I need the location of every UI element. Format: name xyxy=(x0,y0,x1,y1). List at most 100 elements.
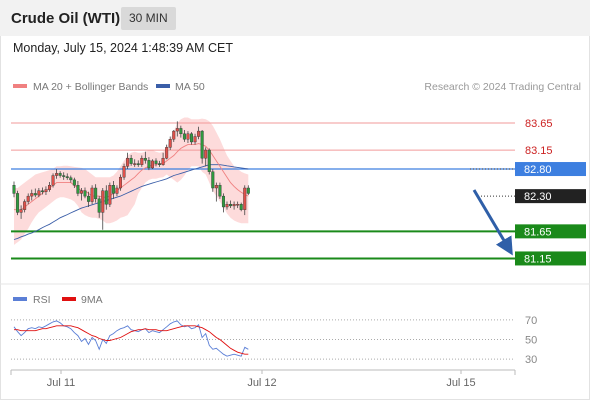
candle xyxy=(101,188,105,230)
candle xyxy=(214,182,218,202)
candle-body xyxy=(207,149,211,172)
candle-body xyxy=(40,190,44,192)
candle-body xyxy=(44,189,48,192)
rsi-tick-30: 30 xyxy=(525,354,537,366)
candle xyxy=(111,180,115,199)
candle xyxy=(48,182,52,192)
candle-body xyxy=(172,130,176,140)
forecast-arrow xyxy=(472,189,513,256)
candle-body xyxy=(48,185,52,190)
candle xyxy=(172,130,176,142)
candle-body xyxy=(115,187,119,194)
candle-body xyxy=(129,157,133,164)
candle xyxy=(104,185,108,210)
rsi-tick-50: 50 xyxy=(525,335,537,347)
candle xyxy=(158,160,162,167)
candle xyxy=(246,185,250,196)
candle-body xyxy=(147,160,151,169)
candle xyxy=(186,131,190,144)
candle xyxy=(168,136,172,151)
candle-body xyxy=(76,185,80,194)
candle xyxy=(204,147,208,167)
ma50-legend-label: MA 50 xyxy=(175,81,205,93)
candle-body xyxy=(218,185,222,197)
candle xyxy=(161,152,165,166)
candle-body xyxy=(26,195,30,202)
candle-body xyxy=(225,204,229,208)
candle xyxy=(225,201,229,210)
instrument-title: Crude Oil (WTI) xyxy=(11,10,121,27)
candle xyxy=(236,201,240,209)
candle-body xyxy=(179,128,183,135)
candle-body xyxy=(186,133,190,140)
level-tag-81.15 xyxy=(515,251,586,266)
candle xyxy=(211,169,215,192)
candle xyxy=(175,121,179,137)
candle-body xyxy=(143,157,147,161)
candle xyxy=(94,184,98,203)
candle-body xyxy=(197,130,201,137)
candle xyxy=(51,173,55,188)
level-tag-82.80 xyxy=(515,162,586,177)
timeframe-badge[interactable]: 30 MIN xyxy=(121,7,176,30)
candle xyxy=(83,187,87,199)
candle-body xyxy=(94,187,98,200)
candle-body xyxy=(90,187,94,202)
candle-body xyxy=(229,204,233,207)
candle xyxy=(182,130,186,142)
candle-body xyxy=(87,195,91,202)
candle-body xyxy=(122,166,126,178)
candle-body xyxy=(182,133,186,140)
candle-body xyxy=(150,160,154,169)
candle-body xyxy=(239,204,243,210)
candle-body xyxy=(236,204,240,206)
candle-body xyxy=(69,177,73,181)
candle xyxy=(33,188,37,198)
ma9-legend-swatch xyxy=(62,297,76,301)
rsi-legend-swatch xyxy=(13,297,27,301)
candle-body xyxy=(168,139,172,148)
candle-body xyxy=(51,175,55,186)
candle xyxy=(12,181,16,198)
candle xyxy=(140,155,144,167)
candle-body xyxy=(104,190,108,205)
candle-body xyxy=(62,175,66,177)
candle xyxy=(143,151,147,164)
candle xyxy=(16,190,20,216)
candle xyxy=(79,188,83,201)
ma50-legend-swatch xyxy=(156,84,170,88)
candle xyxy=(154,158,158,167)
x-tick-label: Jul 15 xyxy=(446,377,475,389)
candle-body xyxy=(221,195,225,208)
candle xyxy=(37,188,41,198)
rsi-tick-70: 70 xyxy=(525,315,537,327)
candle-body xyxy=(133,163,137,165)
candle xyxy=(26,193,30,205)
candle xyxy=(207,148,211,175)
candle xyxy=(69,175,73,183)
candle xyxy=(23,199,27,213)
level-label-82.80: 82.80 xyxy=(524,164,552,176)
candle-body xyxy=(19,209,23,213)
candle-body xyxy=(140,157,144,165)
ma20-legend-label: MA 20 + Bollinger Bands xyxy=(33,81,148,93)
candle xyxy=(193,133,197,145)
candle xyxy=(136,160,140,167)
candle-body xyxy=(83,190,87,197)
candle xyxy=(62,172,66,180)
candle xyxy=(221,193,225,213)
candle xyxy=(40,187,44,195)
candle-body xyxy=(12,185,16,194)
candle-body xyxy=(214,185,218,189)
candle xyxy=(197,126,201,140)
candle xyxy=(200,130,204,164)
candle-body xyxy=(193,136,197,143)
candle-body xyxy=(200,130,204,159)
header-bar: Crude Oil (WTI) 30 MIN xyxy=(0,0,590,36)
x-tick-label: Jul 11 xyxy=(47,377,76,389)
level-label-81.15: 81.15 xyxy=(524,253,552,265)
candle xyxy=(97,196,101,218)
candle xyxy=(72,177,76,188)
candle xyxy=(76,180,80,197)
bollinger-band-area xyxy=(14,117,249,245)
